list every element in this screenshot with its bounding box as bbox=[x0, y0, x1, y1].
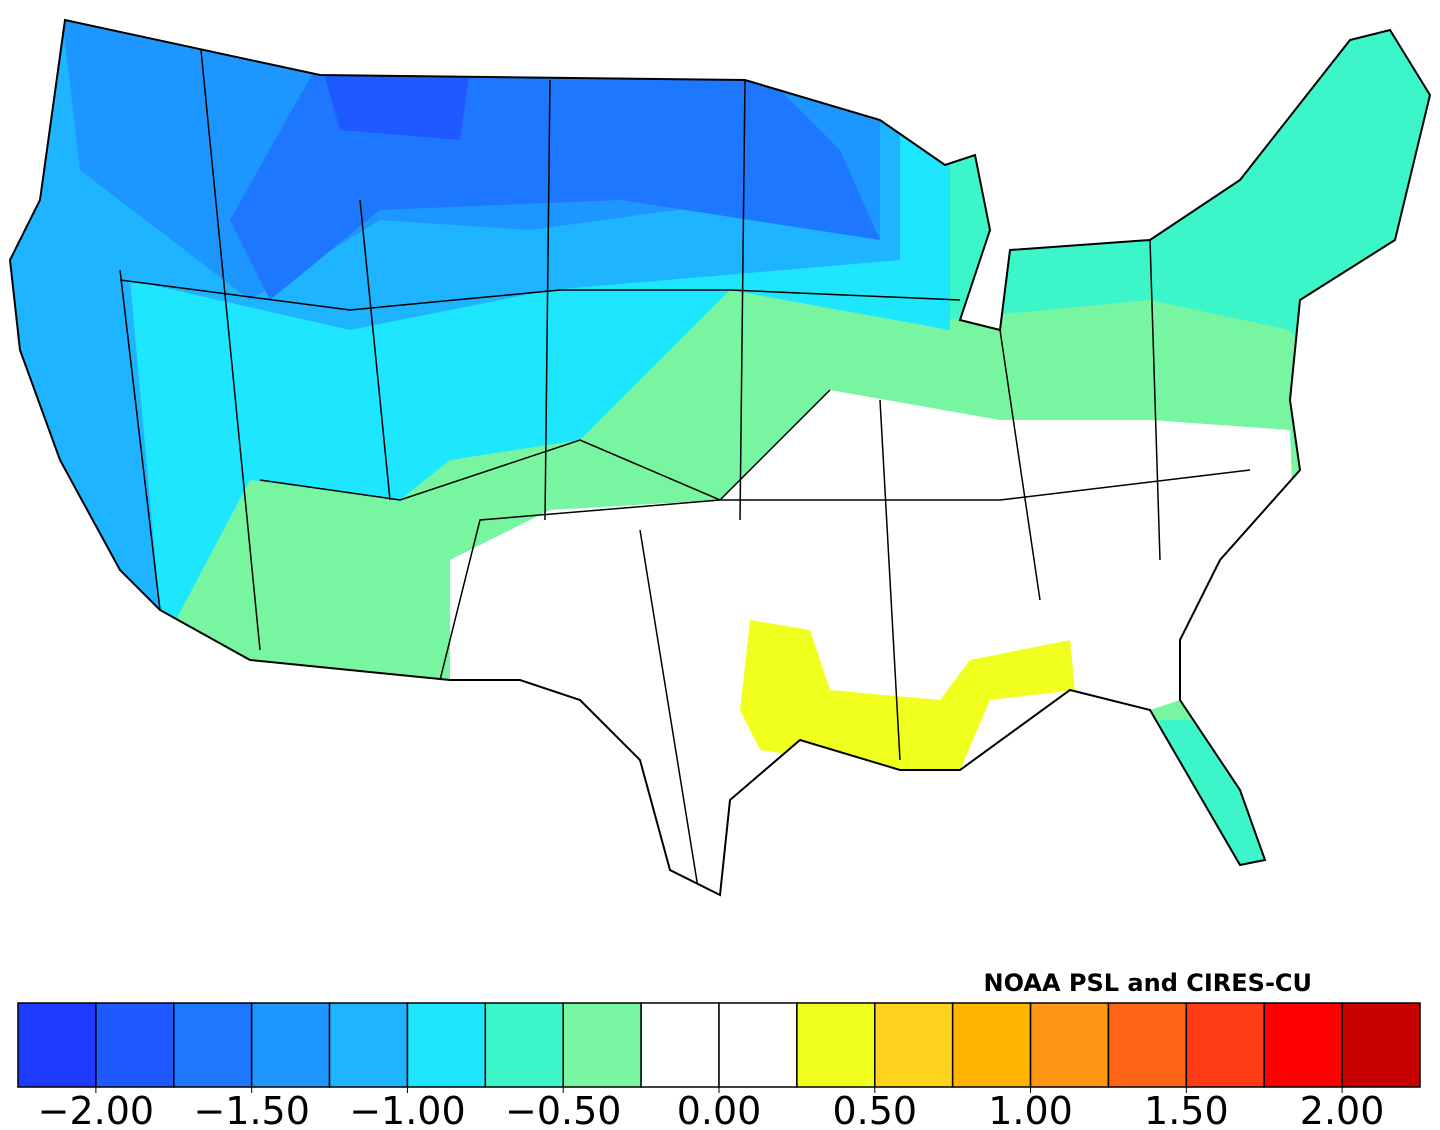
colorbar-box bbox=[173, 1002, 253, 1088]
region bbox=[1160, 720, 1300, 895]
colorbar-box bbox=[1341, 1002, 1421, 1088]
boundary bbox=[119, 39, 746, 651]
boundary bbox=[639, 239, 1161, 895]
tick-label: 0.50 bbox=[832, 1089, 917, 1130]
colorbar-box bbox=[640, 1002, 720, 1088]
colorbar-box bbox=[562, 1002, 642, 1088]
tick-label: 1.50 bbox=[1144, 1089, 1229, 1130]
tick-label: −2.00 bbox=[38, 1089, 154, 1130]
tick-label: −0.50 bbox=[505, 1089, 621, 1130]
division-lines bbox=[119, 39, 1251, 895]
region bbox=[740, 620, 1075, 770]
colorbar-box bbox=[951, 1002, 1032, 1088]
colorbar-box bbox=[17, 1002, 97, 1088]
colorbar-box bbox=[95, 1002, 175, 1088]
colorbar-box bbox=[718, 1002, 798, 1088]
tick-label: −1.50 bbox=[193, 1089, 309, 1130]
boundary bbox=[119, 279, 961, 311]
tick-label: 0.00 bbox=[677, 1089, 762, 1130]
colorbar-box bbox=[796, 1002, 876, 1088]
colorbar-box bbox=[406, 1002, 487, 1088]
colorbar-box bbox=[484, 1002, 564, 1088]
colorbar-box bbox=[250, 1002, 331, 1088]
colorbar-box bbox=[1107, 1002, 1188, 1088]
colorbar-box bbox=[1185, 1002, 1265, 1088]
boundary bbox=[439, 469, 1251, 681]
colorbar-box bbox=[874, 1002, 954, 1088]
colorbar-box bbox=[1263, 1002, 1343, 1088]
colorbar: −2.00 −1.50 −1.00 −0.50 0.00 0.50 1.00 1.50 2.00 bbox=[17, 1002, 1421, 1130]
colorbar-box bbox=[328, 1002, 409, 1088]
tick-label: −1.00 bbox=[349, 1089, 465, 1130]
tick-label: 2.00 bbox=[1300, 1089, 1385, 1130]
colorbar-box bbox=[1029, 1002, 1110, 1088]
credit: NOAA PSL and CIRES-CU bbox=[984, 969, 1312, 997]
region bbox=[320, 60, 470, 140]
boundary bbox=[259, 389, 831, 501]
tick-label: 1.00 bbox=[988, 1089, 1073, 1130]
